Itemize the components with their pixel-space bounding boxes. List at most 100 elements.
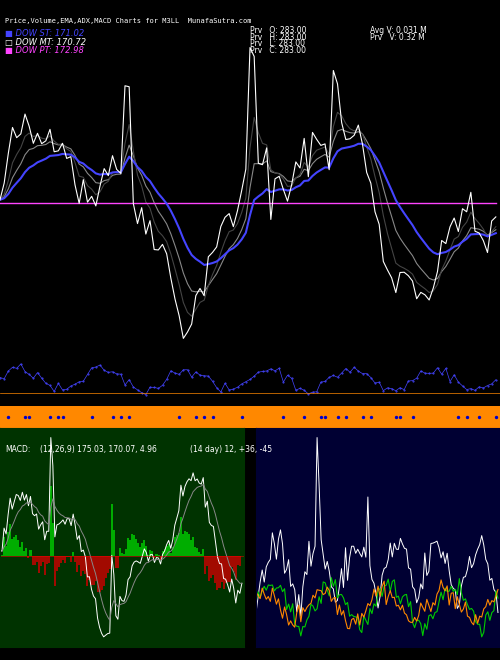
Bar xyxy=(190,540,192,556)
Point xyxy=(175,412,183,422)
Bar xyxy=(80,556,82,576)
Bar xyxy=(131,534,133,556)
Bar xyxy=(104,556,106,578)
Text: Prv   L: 283.00: Prv L: 283.00 xyxy=(250,39,305,48)
Bar xyxy=(5,546,7,556)
Bar xyxy=(214,556,216,583)
Text: Price,Volume,EMA,ADX,MACD Charts for M3LL  MunafaSutra.com: Price,Volume,EMA,ADX,MACD Charts for M3L… xyxy=(5,18,252,24)
Bar xyxy=(206,556,208,566)
Point xyxy=(408,412,416,422)
Bar xyxy=(230,556,232,567)
Bar xyxy=(176,535,178,556)
Bar xyxy=(58,556,60,567)
Bar xyxy=(1,555,3,556)
Bar xyxy=(66,556,68,557)
Point xyxy=(4,412,12,422)
Point xyxy=(392,412,400,422)
Bar xyxy=(64,556,66,563)
Bar xyxy=(111,504,113,556)
Point xyxy=(108,412,116,422)
Bar xyxy=(196,548,198,556)
Bar xyxy=(168,544,170,556)
Bar xyxy=(13,537,15,556)
Bar xyxy=(20,547,22,556)
Bar xyxy=(113,529,115,556)
Point xyxy=(117,412,125,422)
Bar xyxy=(162,551,164,556)
Bar xyxy=(96,556,98,591)
Bar xyxy=(106,556,108,573)
Bar xyxy=(216,556,218,590)
Point xyxy=(125,412,133,422)
Point xyxy=(492,412,500,422)
Bar xyxy=(50,486,52,556)
Point xyxy=(342,412,350,422)
Bar xyxy=(3,537,5,556)
Text: Prv   C: 283.00: Prv C: 283.00 xyxy=(250,46,306,55)
Point xyxy=(334,412,342,422)
Bar xyxy=(121,552,123,556)
Bar xyxy=(56,556,58,571)
Bar xyxy=(82,556,84,571)
Bar xyxy=(146,546,148,556)
Bar xyxy=(133,535,135,556)
Bar xyxy=(30,550,32,556)
Bar xyxy=(72,552,74,556)
Text: ■ DOW PT: 172.98: ■ DOW PT: 172.98 xyxy=(5,46,84,55)
Bar xyxy=(210,556,212,578)
Bar xyxy=(156,554,158,556)
Bar xyxy=(202,549,204,556)
Bar xyxy=(90,556,92,585)
Bar xyxy=(127,539,129,556)
Bar xyxy=(26,548,28,556)
Point xyxy=(317,412,325,422)
Text: Avg V: 0.031 M: Avg V: 0.031 M xyxy=(370,26,427,35)
Bar xyxy=(170,553,172,556)
Bar xyxy=(76,556,78,572)
Bar xyxy=(222,556,224,589)
Bar xyxy=(46,556,48,564)
Point xyxy=(367,412,375,422)
Point xyxy=(462,412,470,422)
Point xyxy=(54,412,62,422)
Point xyxy=(208,412,216,422)
Bar xyxy=(62,556,64,560)
Bar xyxy=(9,524,11,556)
Bar xyxy=(102,556,104,585)
Point xyxy=(280,412,287,422)
Text: □ DOW MT: 170.72: □ DOW MT: 170.72 xyxy=(5,38,86,47)
Bar xyxy=(158,555,160,556)
Bar xyxy=(34,556,35,565)
Bar xyxy=(98,556,100,592)
Bar xyxy=(164,549,166,556)
Bar xyxy=(180,517,182,556)
Text: (12,26,9) 175.03, 170.07, 4.96: (12,26,9) 175.03, 170.07, 4.96 xyxy=(40,445,157,454)
Bar xyxy=(239,556,241,566)
Bar xyxy=(218,556,220,589)
Bar xyxy=(200,554,202,556)
Point xyxy=(358,412,366,422)
Point xyxy=(25,412,33,422)
Bar xyxy=(166,546,168,556)
Bar xyxy=(100,556,102,589)
Bar xyxy=(44,556,46,575)
Bar xyxy=(117,556,119,568)
Bar xyxy=(123,554,125,556)
Bar xyxy=(154,556,156,558)
Bar xyxy=(54,556,56,586)
Text: ■ DOW ST: 171.02: ■ DOW ST: 171.02 xyxy=(5,29,84,38)
Bar xyxy=(18,540,20,556)
Point xyxy=(238,412,246,422)
Point xyxy=(88,412,96,422)
Text: Prv   V: 0.32 M: Prv V: 0.32 M xyxy=(370,32,425,42)
Bar xyxy=(60,556,62,564)
Bar xyxy=(228,556,230,582)
Bar xyxy=(139,546,141,556)
Bar xyxy=(70,556,72,562)
Bar xyxy=(174,537,176,556)
Bar xyxy=(119,548,121,556)
Bar xyxy=(129,540,131,556)
Bar xyxy=(208,556,210,581)
Text: Prv   O: 283.00: Prv O: 283.00 xyxy=(250,26,306,35)
Bar xyxy=(32,556,34,565)
